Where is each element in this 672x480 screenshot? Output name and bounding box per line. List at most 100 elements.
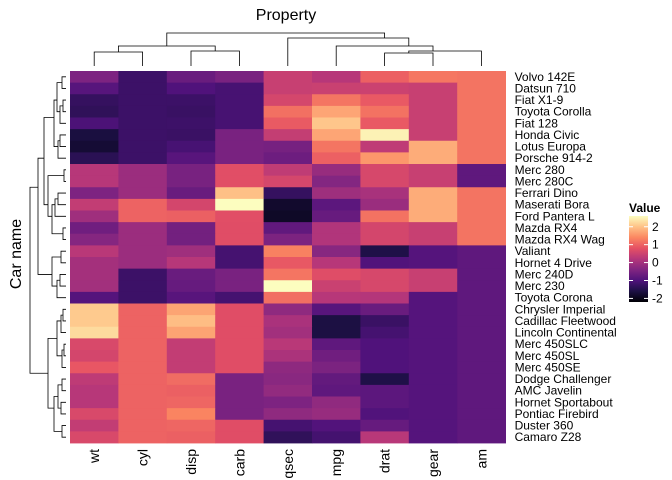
dendrogram-branch <box>60 314 66 333</box>
heatmap-cell <box>457 408 506 421</box>
heatmap-cell <box>457 245 506 258</box>
dendrogram-branch <box>53 99 58 147</box>
row-label: Fiat X1-9 <box>515 93 564 107</box>
heatmap-cell <box>263 384 313 397</box>
heatmap-cell <box>457 326 506 339</box>
heatmap-cell <box>312 222 361 235</box>
heatmap-cell <box>166 315 216 328</box>
heatmap-cell <box>312 373 361 386</box>
heatmap-cell <box>360 198 410 211</box>
row-label: Mazda RX4 <box>515 221 578 235</box>
dendrogram-branch <box>59 134 66 147</box>
heatmap-cell <box>408 222 458 235</box>
heatmap-cell <box>312 257 361 270</box>
heatmap-cell <box>215 129 264 142</box>
dendrogram-branch <box>47 175 64 217</box>
heatmap-cell <box>360 431 410 444</box>
heatmap-cell <box>312 280 361 293</box>
heatmap-cell <box>215 82 264 95</box>
heatmap-cell <box>408 233 458 246</box>
row-label: Mazda RX4 Wag <box>515 233 605 247</box>
heatmap-cell <box>215 117 264 130</box>
heatmap-cell <box>457 164 506 177</box>
heatmap-cell <box>215 187 264 200</box>
heatmap-cell <box>70 233 119 246</box>
heatmap-cell <box>118 396 168 409</box>
heatmap-cell <box>263 210 313 223</box>
dendrogram-branch <box>63 343 66 357</box>
heatmap-cell <box>457 315 506 328</box>
heatmap-cell <box>457 198 506 211</box>
column-labels: wt cyl disp carb qsec mpg drat gear am <box>86 449 489 479</box>
heatmap-cell <box>312 350 361 363</box>
heatmap-cell <box>360 291 410 304</box>
heatmap-cell <box>70 129 119 142</box>
dendrogram-branch <box>57 192 66 206</box>
row-label: Merc 240D <box>515 267 574 281</box>
heatmap-cell <box>118 373 168 386</box>
heatmap-cell <box>215 164 264 177</box>
heatmap-cell <box>457 105 506 118</box>
heatmap-cell <box>312 105 361 118</box>
dendrogram-branch <box>61 349 66 368</box>
heatmap-cell <box>312 419 361 432</box>
heatmap-cell <box>408 361 458 374</box>
row-label: Ferrari Dino <box>515 186 579 200</box>
heatmap-cell <box>215 222 264 235</box>
heatmap-cell <box>166 419 216 432</box>
heatmap-cell <box>118 105 168 118</box>
dendrogram-branch <box>61 378 66 392</box>
row-label: Maserati Bora <box>515 198 590 212</box>
heatmap-cell <box>408 280 458 293</box>
column-label: cyl <box>135 449 151 466</box>
heatmap-cell <box>263 408 313 421</box>
heatmap-cell <box>263 233 313 246</box>
column-label: am <box>473 449 489 468</box>
heatmap-cell <box>360 140 410 153</box>
heatmap-cell <box>166 257 216 270</box>
heatmap-cell <box>457 303 506 316</box>
heatmap-cell <box>166 280 216 293</box>
heatmap-cell <box>70 315 119 328</box>
heatmap-cell <box>215 373 264 386</box>
heatmap-cell <box>118 326 168 339</box>
heatmap-cell <box>118 129 168 142</box>
heatmap-cell <box>312 187 361 200</box>
row-label: Fiat 128 <box>515 116 559 130</box>
heatmap-cell <box>70 280 119 293</box>
heatmap-cell <box>360 396 410 409</box>
heatmap-cell <box>457 71 506 84</box>
row-label: Toyota Corona <box>515 291 593 305</box>
heatmap-cell <box>215 257 264 270</box>
heatmap-cell <box>166 198 216 211</box>
heatmap-cell <box>215 408 264 421</box>
heatmap-cell <box>408 419 458 432</box>
dendrogram-branch <box>53 396 62 432</box>
dendrogram-branch <box>51 256 61 287</box>
heatmap-cell <box>408 210 458 223</box>
heatmap-cell <box>215 210 264 223</box>
column-label: gear <box>425 449 441 477</box>
heatmap-cell <box>166 164 216 177</box>
dendrogram-branch <box>29 186 48 374</box>
heatmap-cell <box>215 361 264 374</box>
heatmap-cell <box>118 82 168 95</box>
row-label: Hornet 4 Drive <box>515 256 593 270</box>
heatmap-cell <box>70 187 119 200</box>
heatmap-cell <box>166 117 216 130</box>
row-label: Dodge Challenger <box>515 372 612 386</box>
heatmap-cell <box>263 396 313 409</box>
heatmap-cell <box>457 233 506 246</box>
heatmap-cell <box>457 257 506 270</box>
heatmap-cell <box>312 338 361 351</box>
heatmap-cell <box>166 326 216 339</box>
heatmap-cell <box>312 408 361 421</box>
heatmap-cell <box>70 222 119 235</box>
dendrogram-branch <box>47 337 57 409</box>
heatmap-cell <box>215 280 264 293</box>
heatmap-cell <box>457 361 506 374</box>
dendrogram-branch <box>63 169 66 182</box>
heatmap-cell <box>118 198 168 211</box>
heatmap-cell <box>312 175 361 188</box>
heatmap-cell <box>360 303 410 316</box>
